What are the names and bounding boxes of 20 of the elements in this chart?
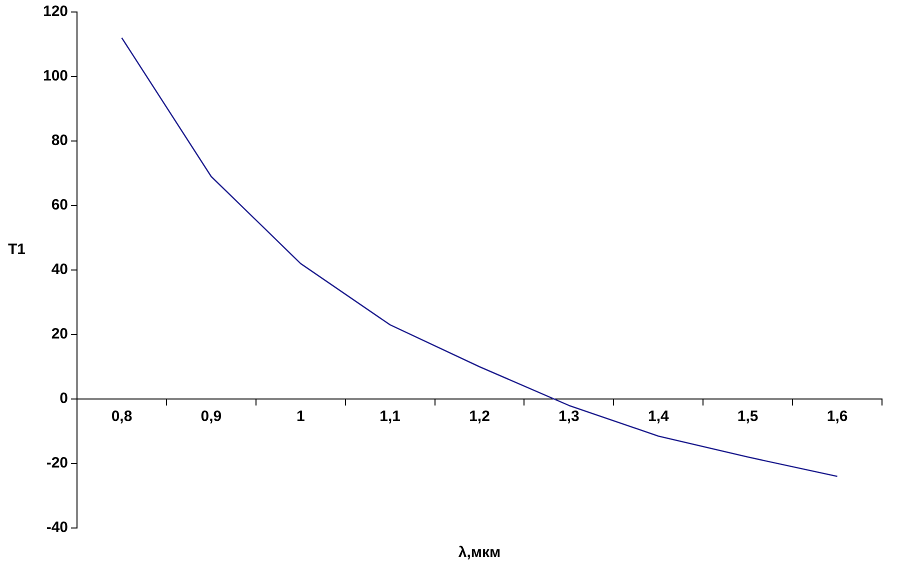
y-tick-label: 40	[51, 261, 68, 278]
x-axis-title: λ,мкм	[458, 544, 501, 562]
x-tick-label: 1,4	[648, 408, 670, 426]
y-tick-label: 120	[42, 3, 68, 20]
y-axis-title: T1	[8, 241, 26, 258]
x-tick-label: 1,5	[737, 408, 758, 426]
y-tick-label: 60	[51, 196, 68, 214]
x-tick-label: 1,2	[469, 408, 490, 426]
x-tick-label: 0,8	[111, 408, 132, 426]
x-tick-label: 1,6	[826, 408, 848, 426]
y-tick-label: 100	[42, 68, 68, 85]
x-tick-label: 1	[296, 408, 305, 426]
x-tick-label: 0,9	[200, 408, 222, 426]
y-tick-label: 80	[51, 132, 68, 150]
y-tick-label: 0	[60, 390, 68, 408]
y-tick-label: 20	[51, 326, 68, 343]
x-tick-label: 1,1	[380, 408, 400, 426]
x-tick-label: 1,3	[558, 408, 580, 426]
y-tick-label: -40	[46, 519, 68, 536]
y-tick-label: -20	[46, 454, 68, 472]
